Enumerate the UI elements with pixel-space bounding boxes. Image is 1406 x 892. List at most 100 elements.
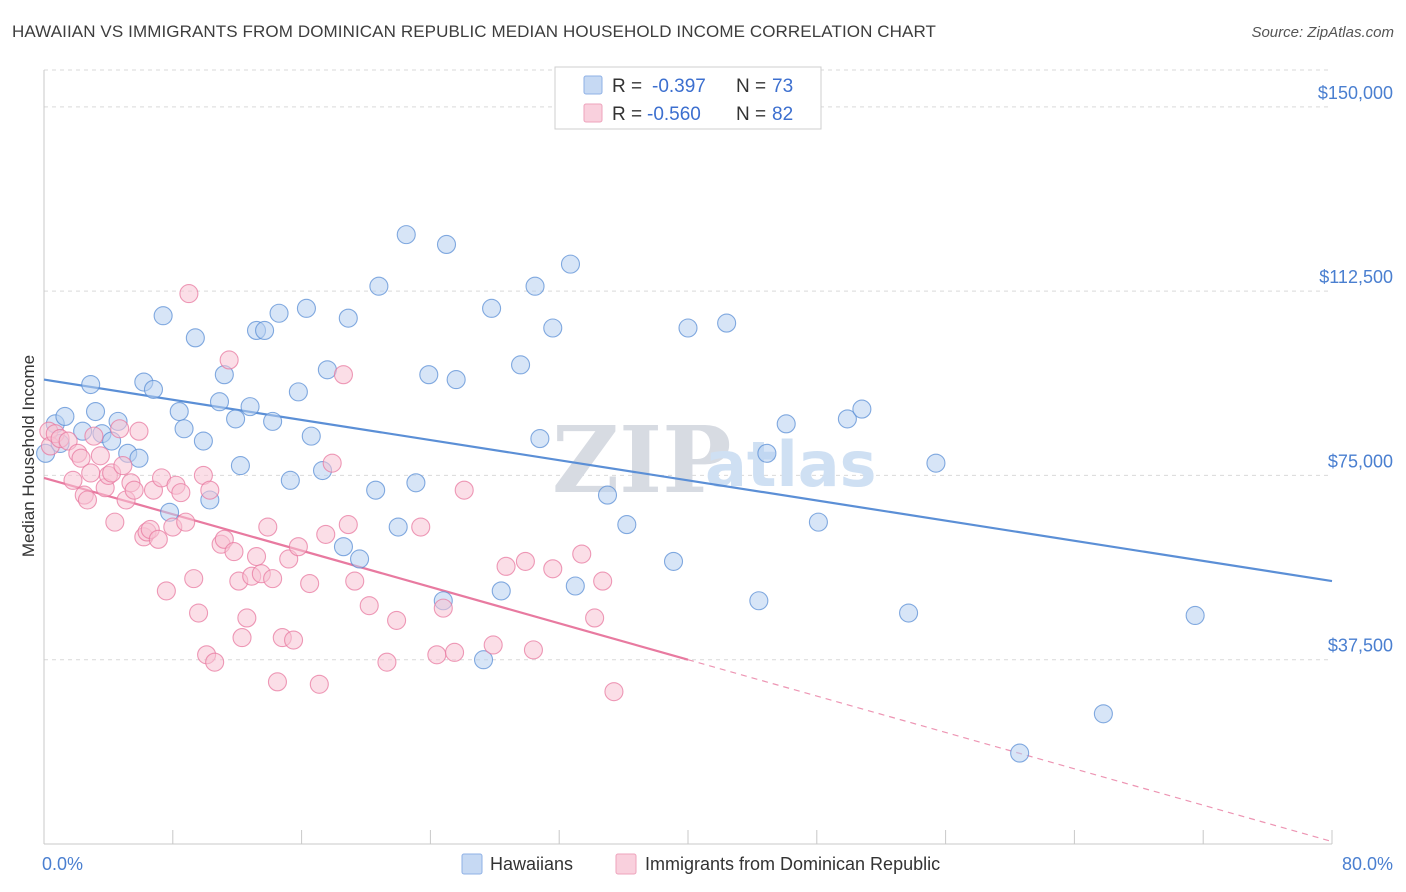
point-series-0-60 [678, 318, 698, 338]
point-series-1-12 [90, 446, 110, 466]
point-series-0-53 [530, 429, 550, 449]
point-series-1-52 [263, 569, 283, 589]
point-series-1-64 [345, 571, 365, 591]
point-series-1-40 [205, 652, 225, 672]
point-series-1-18 [113, 456, 133, 476]
y-axis-title: Median Household Income [19, 355, 38, 557]
point-series-1-60 [316, 524, 336, 544]
point-series-1-59 [309, 674, 329, 694]
point-series-0-28 [263, 411, 283, 431]
point-series-0-17 [174, 419, 194, 439]
legend-swatch-hawaiians [461, 853, 483, 875]
point-series-0-11 [129, 448, 149, 468]
point-series-0-24 [230, 456, 250, 476]
point-series-0-23 [226, 409, 246, 429]
point-series-0-66 [837, 409, 857, 429]
point-series-1-36 [189, 603, 209, 623]
stats-r-label-2: R = [612, 104, 642, 125]
legend: Hawaiians Immigrants from Dominican Repu… [461, 853, 940, 875]
point-series-0-35 [317, 360, 337, 380]
point-series-1-29 [156, 581, 176, 601]
stats-swatch-hawaiians [583, 75, 603, 95]
point-series-0-55 [560, 254, 581, 274]
point-series-1-69 [427, 645, 447, 665]
point-series-1-78 [572, 544, 592, 564]
stats-r-value-2: -0.560 [647, 104, 701, 125]
point-series-1-35 [184, 569, 204, 589]
point-series-0-29 [269, 303, 289, 323]
point-series-1-79 [585, 608, 605, 628]
stats-n-value-2: 82 [772, 104, 793, 125]
point-series-1-21 [124, 480, 144, 500]
point-series-0-56 [565, 576, 585, 596]
trend-lines [43, 378, 1333, 843]
point-series-0-32 [296, 298, 316, 318]
point-series-0-70 [1010, 743, 1030, 763]
point-series-1-9 [77, 490, 98, 510]
point-series-1-81 [604, 682, 624, 702]
point-series-0-40 [369, 276, 389, 296]
point-series-1-17 [110, 419, 130, 439]
point-series-1-51 [258, 517, 278, 537]
point-series-0-72 [1185, 605, 1205, 626]
point-series-1-34 [179, 284, 199, 304]
point-series-1-56 [283, 630, 304, 650]
trend-extension-series-1 [687, 659, 1333, 843]
point-series-1-61 [322, 453, 342, 473]
point-series-0-54 [543, 318, 563, 338]
point-series-0-61 [717, 313, 737, 333]
point-series-0-62 [749, 591, 769, 611]
y-tick-label-3: $150,000 [1318, 83, 1393, 103]
point-series-0-14 [153, 306, 173, 326]
point-series-0-49 [482, 298, 502, 318]
point-series-0-39 [366, 480, 386, 500]
point-series-1-39 [200, 480, 220, 500]
point-series-0-21 [209, 392, 230, 412]
point-series-0-47 [446, 370, 466, 390]
point-series-0-41 [388, 517, 408, 537]
point-series-0-25 [240, 397, 260, 417]
point-series-1-22 [129, 421, 149, 441]
point-series-1-72 [454, 480, 474, 500]
point-series-0-68 [899, 603, 919, 623]
point-series-1-16 [105, 512, 125, 532]
point-series-0-44 [419, 365, 439, 385]
point-series-1-66 [377, 652, 397, 672]
point-series-0-30 [280, 470, 300, 490]
watermark-zip: ZIP [552, 406, 731, 514]
point-series-1-7 [71, 448, 91, 468]
point-series-1-68 [411, 517, 431, 537]
point-series-0-67 [852, 399, 872, 419]
chart-title: HAWAIIAN VS IMMIGRANTS FROM DOMINICAN RE… [12, 22, 937, 41]
point-series-1-46 [232, 628, 252, 648]
point-series-1-73 [483, 635, 503, 655]
y-tick-label-1: $75,000 [1328, 451, 1393, 471]
point-series-1-65 [359, 596, 379, 616]
data-points [36, 225, 1205, 763]
point-series-1-53 [267, 672, 288, 692]
point-series-1-76 [523, 640, 543, 660]
x-tick-label-start: 0.0% [42, 854, 83, 874]
point-series-0-69 [926, 453, 946, 473]
point-series-0-58 [617, 515, 637, 535]
point-series-1-80 [593, 571, 613, 591]
point-series-1-58 [300, 573, 320, 594]
point-series-0-51 [511, 355, 531, 375]
point-series-0-48 [473, 650, 494, 670]
watermark-atlas: atlas [705, 428, 876, 501]
y-tick-label-2: $112,500 [1319, 267, 1393, 287]
point-series-1-77 [543, 559, 563, 579]
point-series-0-27 [255, 320, 275, 341]
point-series-0-31 [288, 382, 308, 402]
point-series-0-6 [85, 401, 106, 422]
point-series-1-75 [515, 551, 535, 571]
point-series-0-36 [333, 537, 354, 557]
stats-swatch-dominican [583, 103, 603, 123]
point-series-1-27 [148, 529, 168, 549]
point-series-0-46 [436, 234, 457, 255]
point-series-0-18 [185, 328, 205, 348]
x-tick-label-end: 80.0% [1342, 854, 1393, 874]
point-series-1-10 [81, 463, 101, 483]
point-series-1-57 [288, 537, 308, 557]
